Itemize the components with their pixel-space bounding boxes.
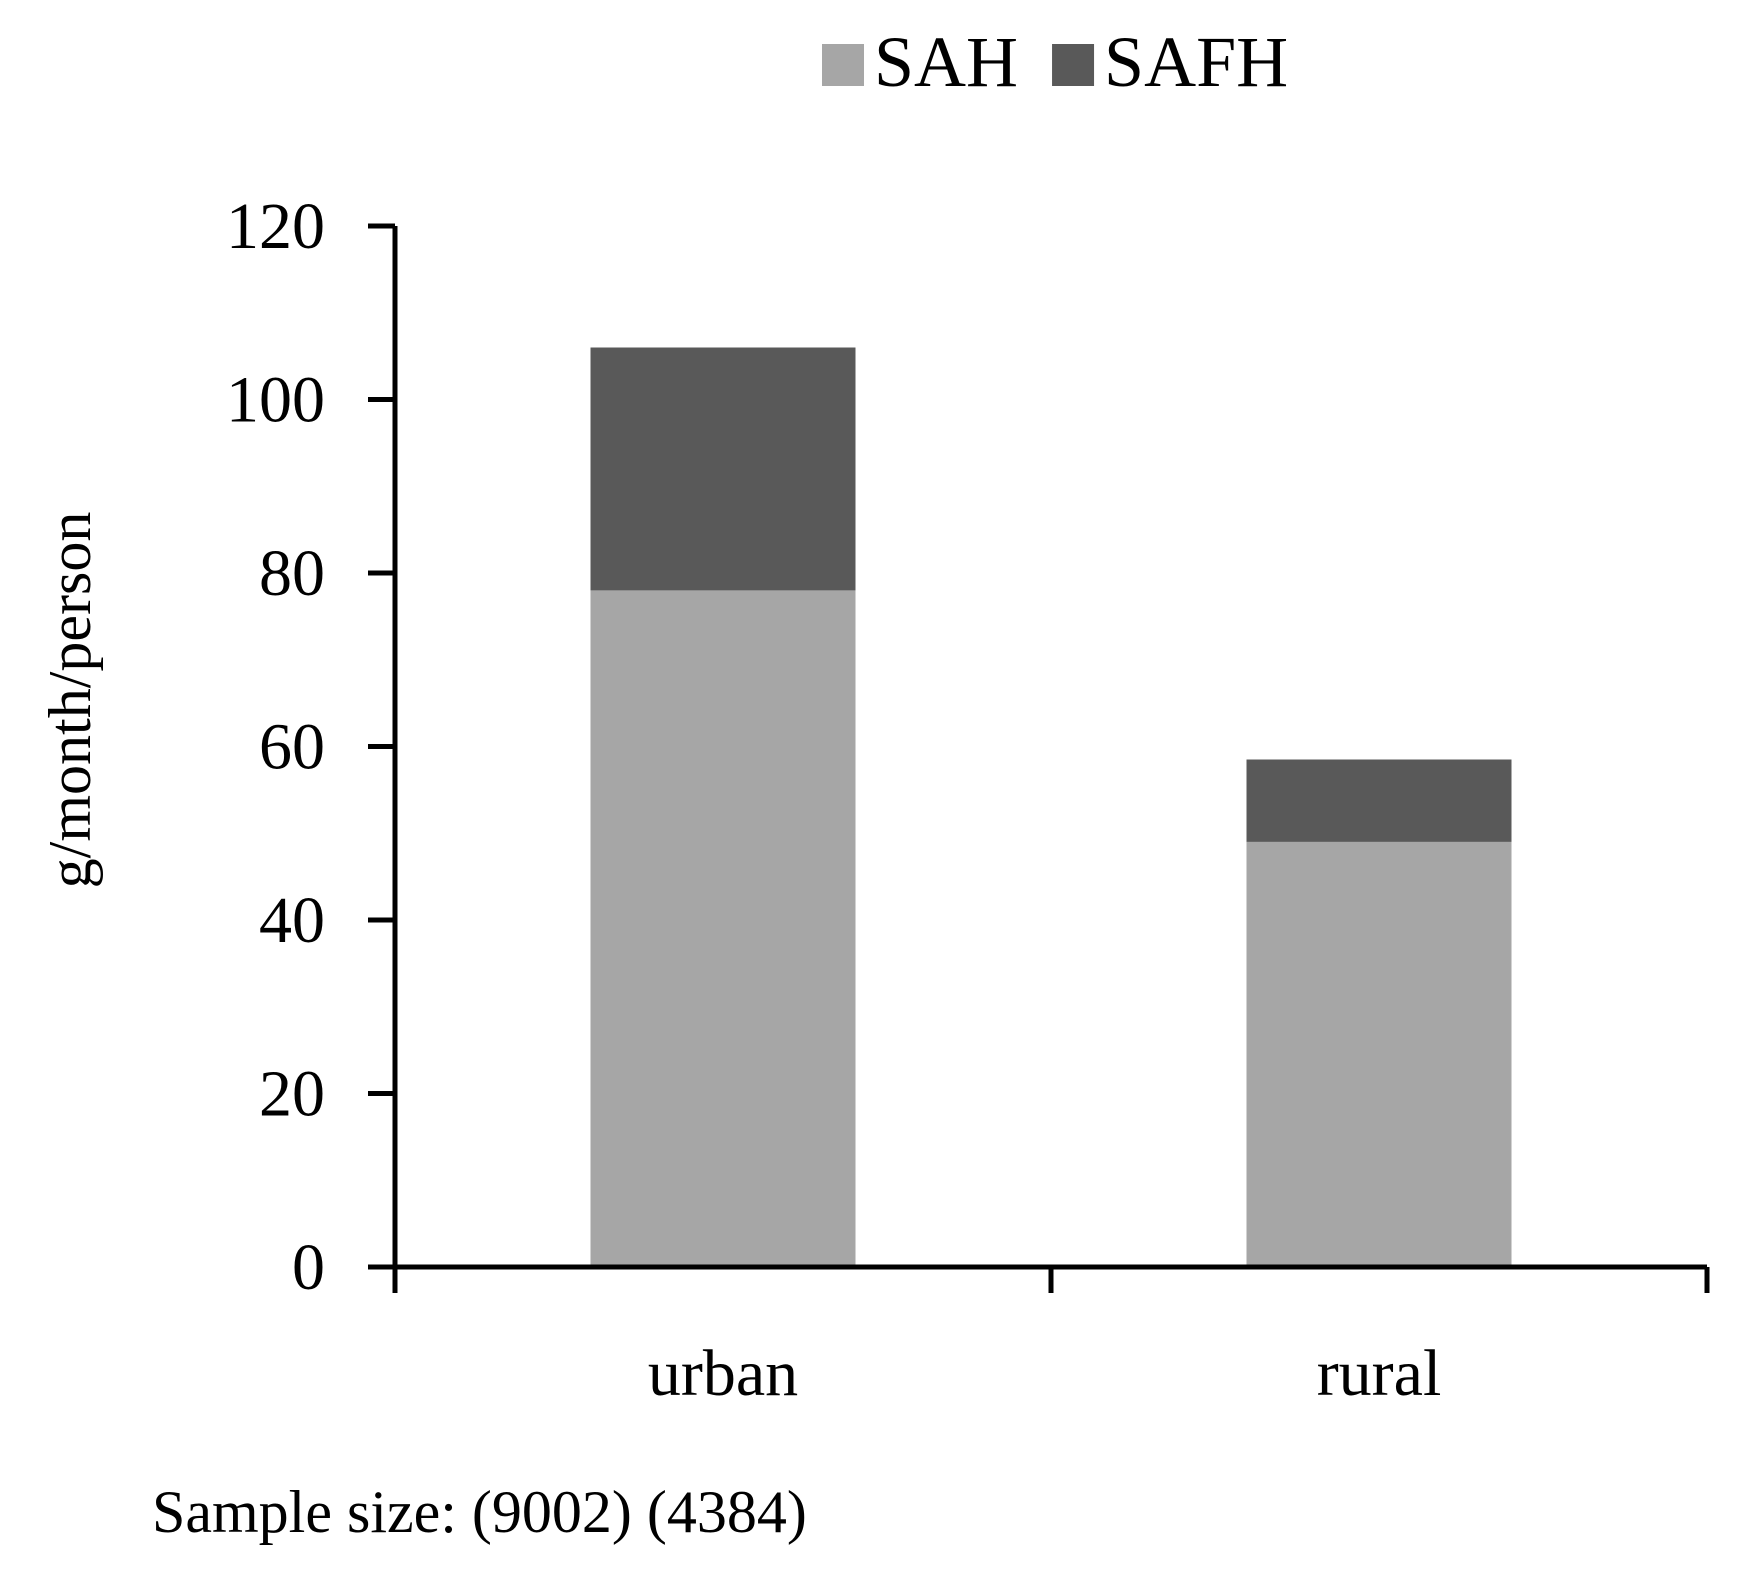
sample-size-footnote: Sample size: (9002) (4384)	[152, 1479, 807, 1545]
y-tick-label-120: 120	[226, 190, 325, 263]
y-tick-label-80: 80	[259, 537, 325, 610]
axes-layer: urban rural 0 20 40 60 80 100 120	[226, 190, 1710, 1410]
bars-layer	[590, 347, 1512, 1267]
legend-label-safh: SAFH	[1104, 22, 1288, 102]
bar-rural-safh	[1246, 759, 1512, 842]
y-tick-label-100: 100	[226, 364, 325, 437]
x-tick-label-rural: rural	[1317, 1337, 1442, 1410]
y-tick-label-0: 0	[292, 1231, 325, 1304]
x-tick-label-urban: urban	[648, 1337, 798, 1410]
y-tick-label-40: 40	[259, 884, 325, 957]
legend-label-sah: SAH	[874, 22, 1018, 102]
y-axis-label: g/month/person	[37, 512, 103, 889]
legend-swatch-sah	[822, 44, 864, 86]
y-tick-label-60: 60	[259, 711, 325, 784]
bar-urban-sah	[590, 590, 856, 1267]
legend: SAH SAFH	[822, 22, 1288, 102]
legend-swatch-safh	[1052, 44, 1095, 86]
y-tick-label-20: 20	[259, 1058, 325, 1131]
bar-urban-safh	[590, 347, 856, 591]
bar-rural-sah	[1246, 841, 1512, 1267]
